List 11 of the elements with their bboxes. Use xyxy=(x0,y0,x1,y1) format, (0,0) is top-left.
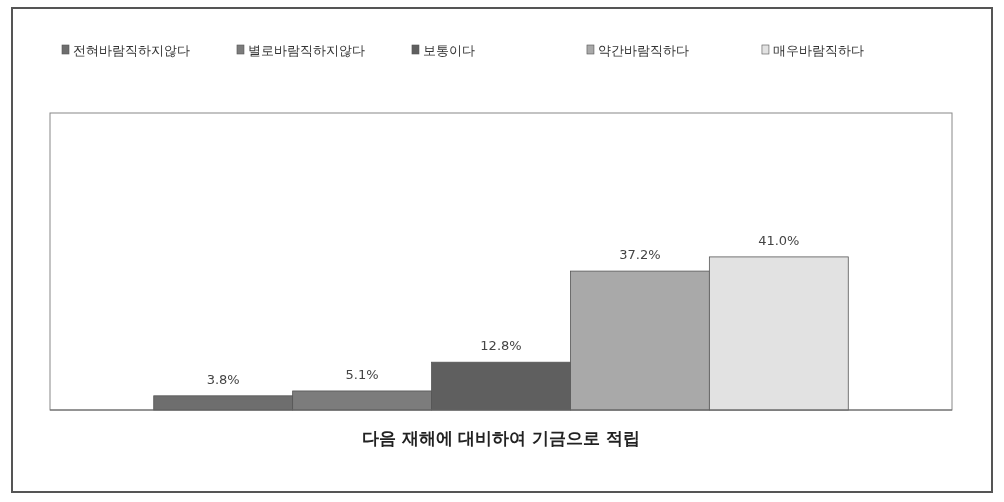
data-label: 12.8% xyxy=(480,338,522,354)
x-axis-title: 다음 재해에 대비하여 기금으로 적립 xyxy=(361,428,641,448)
legend-label: 매우바람직하다 xyxy=(772,43,864,58)
legend-label: 전혀바람직하지않다 xyxy=(73,43,190,58)
data-label: 41.0% xyxy=(758,232,800,248)
data-label: 37.2% xyxy=(619,247,661,263)
data-label: 5.1% xyxy=(345,366,379,382)
data-label: 3.8% xyxy=(206,371,240,387)
legend-label: 약간바람직하다 xyxy=(597,43,689,58)
legend-label: 별로바람직하지않다 xyxy=(247,43,365,58)
legend-label: 보통이다 xyxy=(422,43,475,58)
